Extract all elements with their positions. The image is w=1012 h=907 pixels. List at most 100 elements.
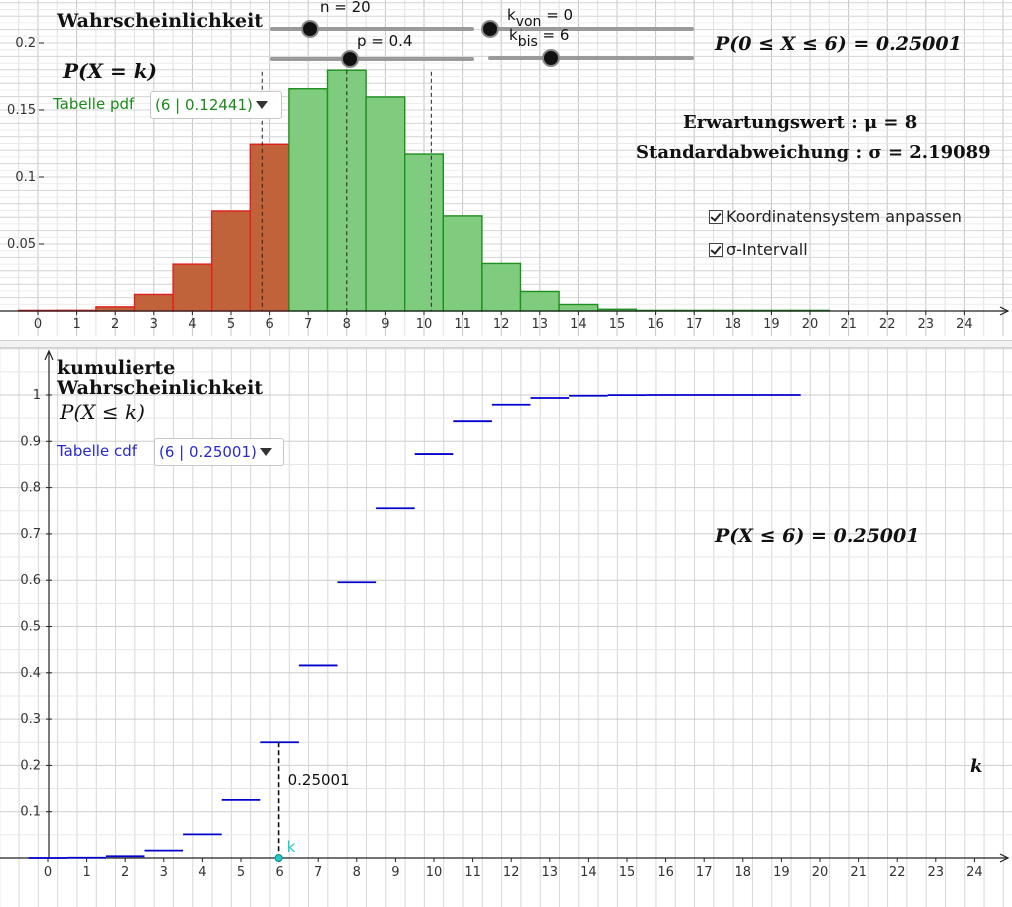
sigma-interval-lines [261, 70, 432, 311]
cdf-table-label: Tabelle cdf [57, 442, 138, 460]
y-tick-label: 0.1 [20, 805, 41, 820]
y-tick-label: 0.2 [20, 758, 41, 773]
x-tick-label: 9 [391, 865, 399, 880]
x-tick-label: 4 [188, 317, 196, 332]
x-tick-label: 3 [150, 317, 158, 332]
cdf-value-text: P(X ≤ 6) = 0.25001 [714, 525, 919, 547]
x-tick-label: 19 [773, 865, 790, 880]
x-tick-label: 20 [802, 317, 819, 332]
slider-p-label: p = 0.4 [357, 32, 412, 50]
x-tick-label: 16 [657, 865, 674, 880]
cdf-table-dropdown[interactable]: (6 | 0.25001) [154, 438, 284, 466]
cdf-title-line2: Wahrscheinlichkeit [56, 377, 263, 399]
pdf-bar-k13 [519, 290, 560, 312]
panel-divider [0, 340, 1012, 348]
x-tick-label: 11 [454, 317, 471, 332]
cdf-table-value: (6 | 0.25001) [159, 443, 257, 461]
x-tick-label: 10 [426, 865, 443, 880]
x-tick-label: 21 [850, 865, 867, 880]
pdf-table-value: (6 | 0.12441) [155, 96, 253, 114]
y-tick-label: 0.3 [20, 712, 41, 727]
x-tick-label: 22 [889, 865, 906, 880]
cdf-grid [0, 348, 1012, 907]
pdf-chart: Wahrscheinlichkeit P(X = k) n = 20 p = 0… [0, 0, 1012, 336]
x-tick-label: 18 [725, 317, 742, 332]
k-point [274, 854, 283, 862]
x-tick-label: 4 [198, 865, 206, 880]
kvon-k: k [507, 6, 516, 24]
x-tick-label: 23 [928, 865, 945, 880]
y-tick-label: 0.15 [7, 103, 36, 118]
kbis-k: k [509, 26, 518, 44]
x-tick-label: 0 [34, 317, 42, 332]
x-tick-label: 7 [314, 865, 322, 880]
x-tick-label: 17 [696, 865, 713, 880]
x-tick-label: 9 [381, 317, 389, 332]
x-tick-label: 22 [879, 317, 896, 332]
slider-n-label: n = 20 [320, 0, 371, 16]
y-tick-label: 0.5 [20, 620, 41, 635]
x-tick-label: 1 [72, 317, 80, 332]
pdf-bar-k2 [95, 306, 136, 312]
pdf-bar-k5 [210, 210, 251, 312]
cdf-tick-labels: 0 1 2 3 4 5 6 7 8 9 10 11 12 13 14 15 16 17 18 19 20 21 22 23 24… [20, 388, 982, 880]
x-tick-label: 15 [619, 865, 636, 880]
x-tick-label: 2 [111, 317, 119, 332]
checkbox-sigma-intervall-label: σ-Intervall [726, 240, 808, 259]
slider-n-knob [301, 20, 319, 38]
x-tick-label: 2 [121, 865, 129, 880]
interval-probability: P(0 ≤ X ≤ 6) = 0.25001 [714, 33, 962, 55]
slider-p-knob [341, 50, 359, 68]
y-tick-label: 0.7 [20, 527, 41, 542]
chevron-down-icon [255, 101, 268, 109]
pdf-table-dropdown[interactable]: (6 | 0.12441) [150, 91, 282, 119]
x-tick-label: 10 [416, 317, 433, 332]
x-tick-label: 17 [686, 317, 703, 332]
y-tick-label: 1 [33, 388, 41, 403]
cdf-steps [28, 394, 801, 859]
x-tick-label: 3 [160, 865, 168, 880]
x-tick-label: 13 [532, 317, 549, 332]
x-tick-label: 11 [464, 865, 481, 880]
y-tick-label: 0.6 [20, 573, 41, 588]
cdf-segment-label: 0.25001 [288, 771, 350, 789]
slider-kbis-knob [542, 49, 560, 67]
x-axis-arrow [999, 853, 1010, 863]
y-tick-label: 0.1 [15, 170, 36, 185]
x-tick-label: 5 [227, 317, 235, 332]
x-tick-label: 8 [353, 865, 361, 880]
pdf-bar-k12 [481, 262, 522, 312]
y-tick-label: 0.8 [20, 481, 41, 496]
pdf-formula-label: P(X = k) [62, 59, 157, 83]
standard-deviation: Standardabweichung : σ = 2.19089 [636, 142, 991, 163]
x-tick-label: 14 [570, 317, 587, 332]
slider-kvon-knob [481, 20, 499, 38]
x-tick-label: 16 [647, 317, 664, 332]
checkbox-sigma-intervall[interactable]: σ-Intervall [709, 240, 808, 259]
pdf-bar-k14 [558, 303, 599, 312]
pdf-tick-labels: 0 1 2 3 4 5 6 7 8 9 10 11 12 13 14 15 16 17 18 19 20 21 22 23 24… [7, 36, 973, 332]
x-tick-label: 7 [304, 317, 312, 332]
slider-kbis-label: kbis = 6 [509, 26, 569, 50]
y-tick-label: 0.2 [15, 36, 36, 51]
x-axis-arrow [999, 306, 1010, 316]
slider-kvon-label: kvon = 0 [507, 6, 573, 30]
checkbox-checked-icon [709, 209, 723, 224]
x-tick-label: 12 [493, 317, 510, 332]
parameter-sliders[interactable] [270, 20, 694, 68]
y-axis-arrow [44, 349, 54, 361]
pdf-bar-k4 [172, 263, 213, 312]
x-tick-label: 0 [44, 865, 52, 880]
x-tick-label: 13 [542, 865, 559, 880]
expectation-value: Erwartungswert : μ = 8 [683, 112, 917, 133]
y-tick-label: 0.05 [7, 237, 36, 252]
pdf-bar-k10 [404, 153, 445, 312]
x-tick-label: 6 [275, 865, 283, 880]
x-tick-label: 19 [763, 317, 780, 332]
kbis-sub: bis [518, 34, 538, 50]
cdf-axis-label: k [970, 756, 982, 777]
checkbox-koordinatensystem[interactable]: Koordinatensystem anpassen [709, 207, 962, 226]
x-tick-label: 24 [966, 865, 983, 880]
x-tick-label: 23 [918, 317, 935, 332]
x-tick-label: 6 [265, 317, 273, 332]
